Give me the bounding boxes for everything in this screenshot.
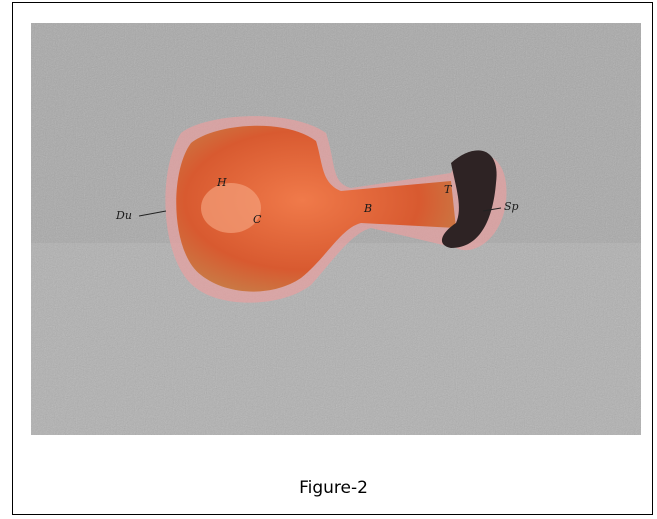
label: C <box>253 213 262 226</box>
highlight <box>201 183 261 233</box>
label: Sp <box>504 200 519 213</box>
label: B <box>363 202 372 215</box>
page: Du H C B T Sp Figure-2 (() => { const da… <box>0 0 657 519</box>
figure-frame: Du H C B T Sp Figure-2 <box>12 2 653 515</box>
label: H <box>216 176 227 189</box>
caption: Figure-2 <box>13 478 654 498</box>
label: Du <box>115 209 132 222</box>
specimen-photo: Du H C B T Sp <box>31 23 641 435</box>
